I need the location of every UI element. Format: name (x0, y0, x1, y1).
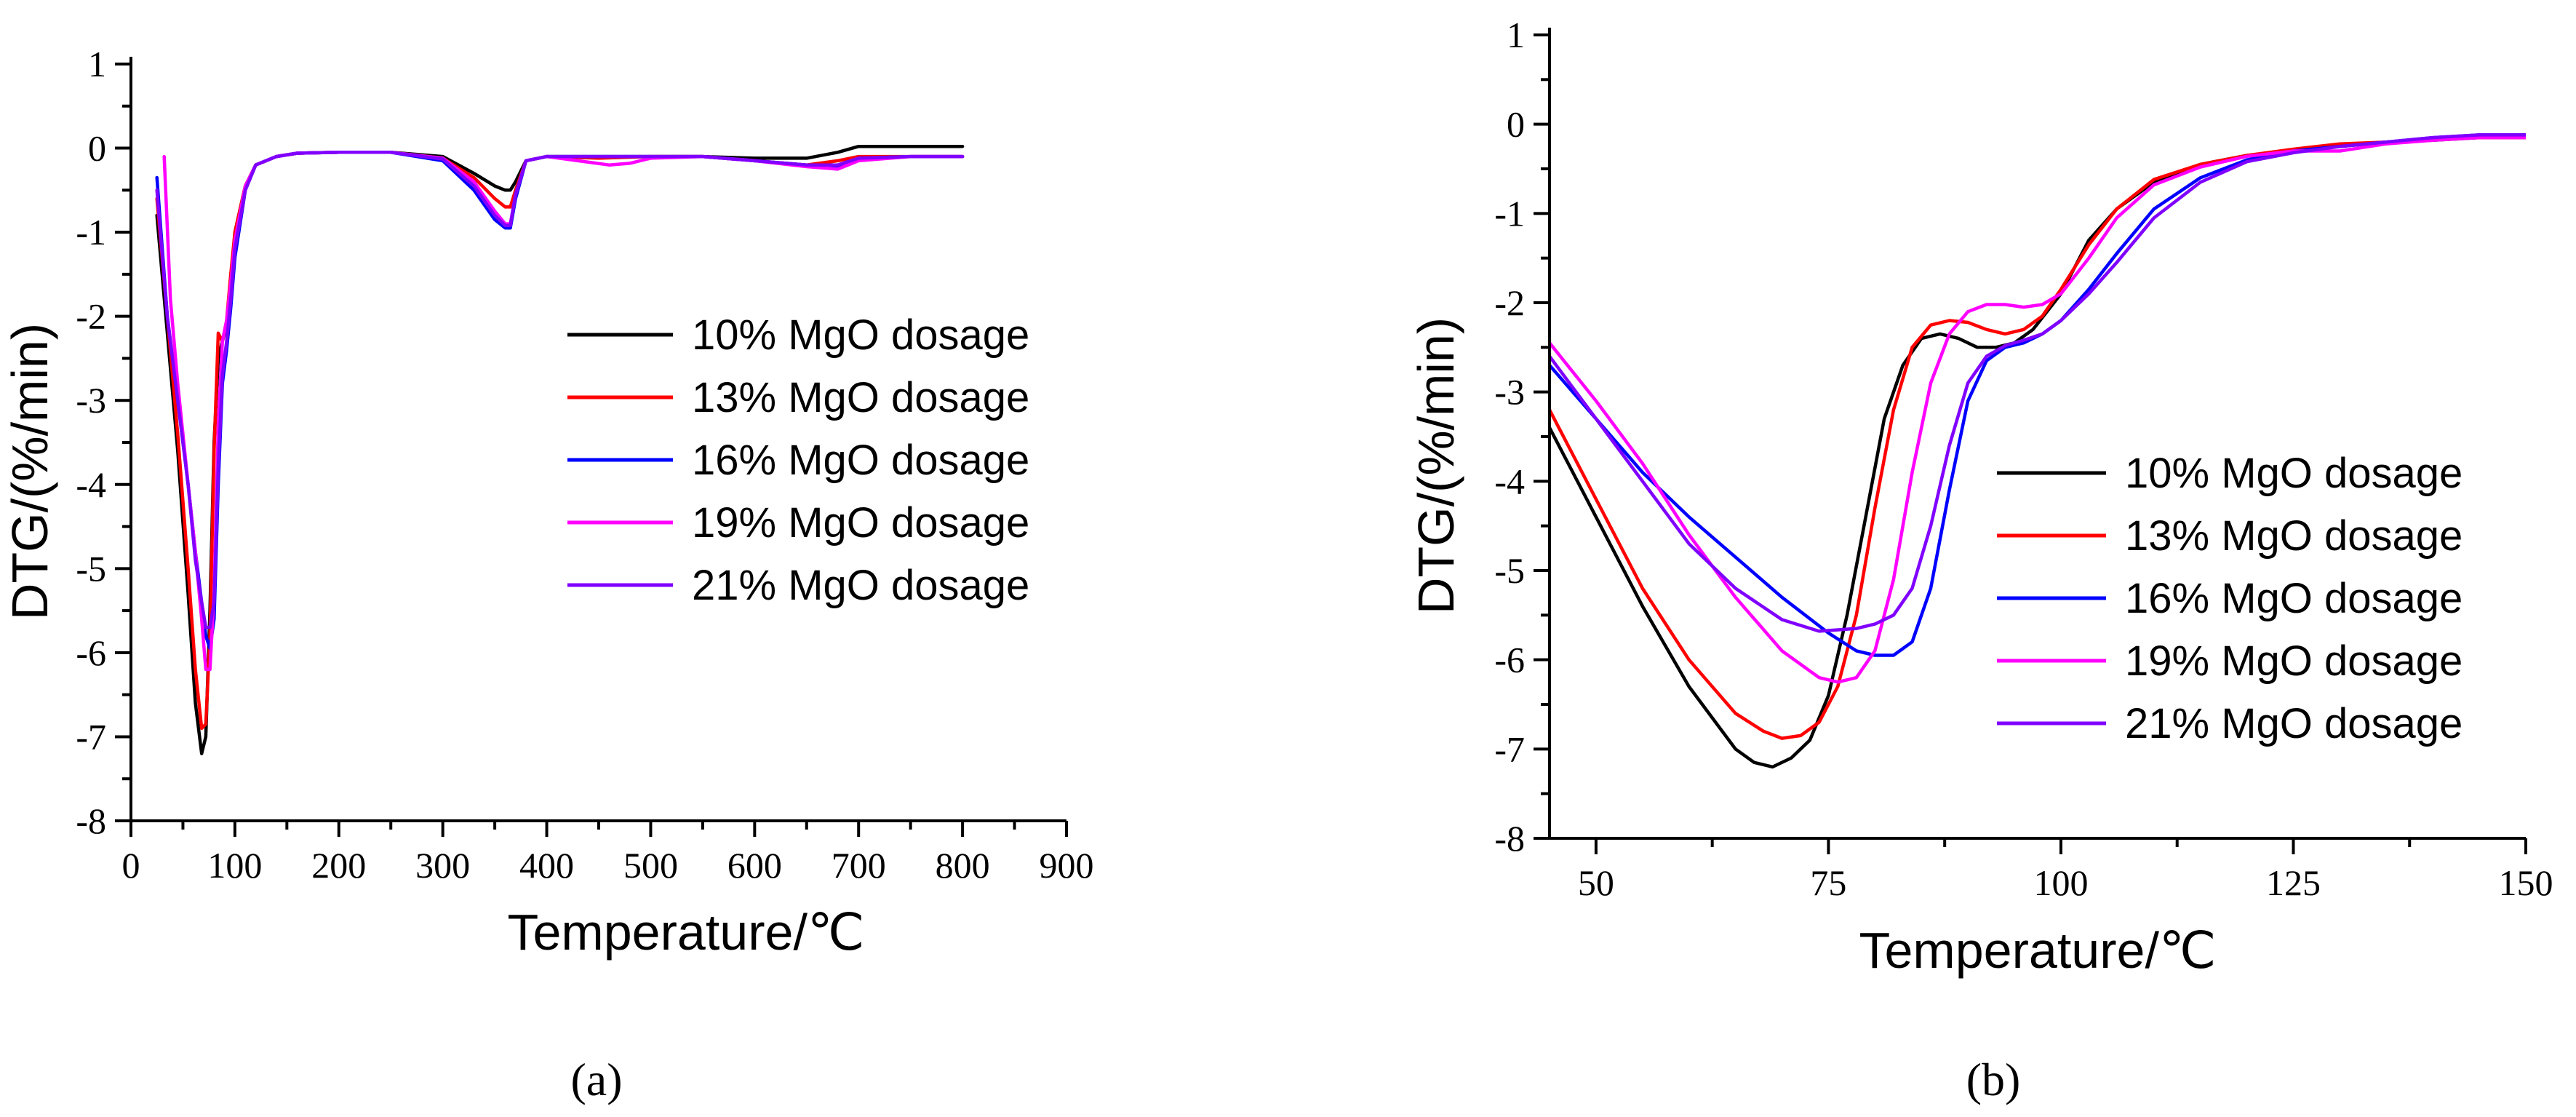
legend-label: 19% MgO dosage (692, 499, 1029, 546)
legend-label: 16% MgO dosage (692, 437, 1029, 484)
x-axis-title: Temperature/℃ (1859, 922, 2216, 979)
x-tick-label: 300 (415, 845, 470, 886)
panel-label: (b) (1966, 1054, 2021, 1105)
y-tick-label: -4 (76, 464, 106, 505)
y-tick-label: -7 (76, 716, 106, 757)
x-tick-label: 200 (311, 845, 366, 886)
y-tick-label: -8 (1494, 818, 1525, 859)
x-tick-label: 100 (207, 845, 262, 886)
x-tick-label: 100 (2033, 862, 2088, 903)
series-line-21-mgo-dosage (1550, 133, 2526, 633)
panel-label: (a) (570, 1054, 622, 1105)
x-tick-label: 0 (122, 845, 140, 886)
legend-label: 21% MgO dosage (692, 562, 1029, 609)
legend-label: 10% MgO dosage (692, 311, 1029, 359)
y-tick-label: -4 (1494, 461, 1525, 501)
x-tick-label: 500 (623, 845, 678, 886)
series-line-21-mgo-dosage (155, 151, 965, 629)
y-tick-label: -5 (76, 548, 106, 589)
y-axis-title: DTG/(%/min) (1408, 317, 1464, 614)
y-tick-label: -8 (76, 800, 106, 841)
chart-panel-b: 50 75 100 125 150 1 0 -1 -2 -3 -4 -5 -6 -7 -8 Temperatu… (1408, 15, 2553, 1105)
y-tick-label: -3 (76, 380, 106, 421)
series-line-19-mgo-dosage (1550, 135, 2526, 684)
legend-label: 16% MgO dosage (2125, 575, 2463, 622)
x-tick-label: 125 (2266, 862, 2321, 903)
y-tick-label: -6 (76, 632, 106, 673)
chart-panel-a: 0 100 200 300 400 500 600 700 800 900 1 0 -1 -2 -3 -4 -5… (1, 44, 1094, 1105)
y-tick-label: -2 (1494, 282, 1525, 323)
x-tick-label: 700 (832, 845, 886, 886)
x-tick-label: 600 (727, 845, 782, 886)
legend-label: 13% MgO dosage (2125, 512, 2463, 560)
x-tick-label: 800 (936, 845, 990, 886)
y-tick-label: 0 (1507, 104, 1525, 145)
legend: 10% MgO dosage 13% MgO dosage 16% MgO dosa… (1997, 450, 2463, 747)
x-tick-label: 50 (1578, 862, 1614, 903)
y-axis-title: DTG/(%/min) (1, 323, 58, 620)
y-tick-label: -1 (1494, 193, 1525, 234)
y-tick-label: -6 (1494, 640, 1525, 680)
x-axis-title: Temperature/℃ (507, 904, 864, 961)
y-tick-label: 1 (88, 44, 106, 84)
y-tick-label: -5 (1494, 550, 1525, 591)
x-tick-label: 400 (519, 845, 574, 886)
legend-label: 13% MgO dosage (692, 374, 1029, 421)
y-tick-label: -1 (76, 212, 106, 253)
legend-label: 19% MgO dosage (2125, 637, 2463, 685)
y-tick-label: 0 (88, 128, 106, 169)
x-tick-label: 75 (1810, 862, 1846, 903)
y-tick-label: -2 (76, 296, 106, 337)
x-tick-label: 150 (2499, 862, 2553, 903)
y-tick-label: -3 (1494, 372, 1525, 413)
legend-label: 21% MgO dosage (2125, 700, 2463, 747)
y-tick-label: 1 (1507, 15, 1525, 55)
legend: 10% MgO dosage 13% MgO dosage 16% MgO dosa… (567, 311, 1029, 609)
y-tick-label: -7 (1494, 728, 1525, 769)
x-tick-label: 900 (1040, 845, 1094, 886)
legend-label: 10% MgO dosage (2125, 450, 2463, 497)
